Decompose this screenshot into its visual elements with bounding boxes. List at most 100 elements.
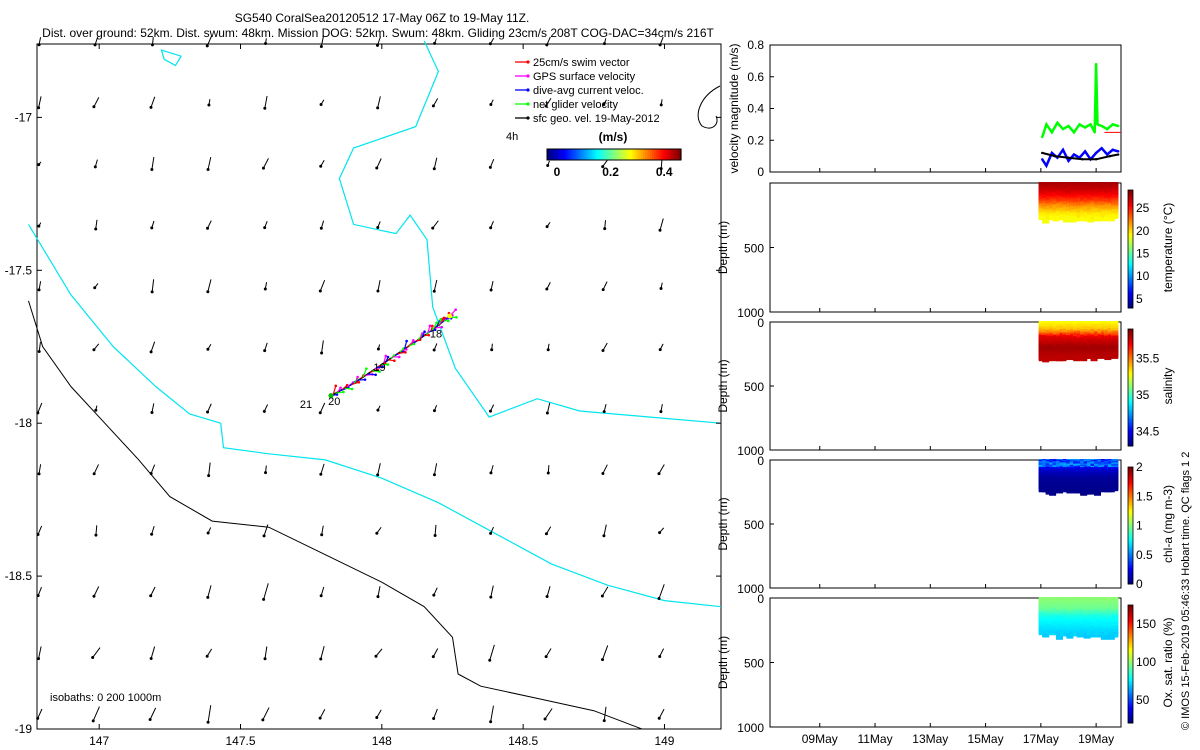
colorbar-segment: [616, 149, 620, 160]
sfc-vel-arrow: [320, 586, 325, 596]
salinity-colorbar-segment: [1128, 357, 1133, 360]
sfc-vel-arrowhead: [264, 471, 268, 475]
sfc-vel-arrowhead: [149, 657, 153, 661]
colorbar-segment: [560, 149, 564, 160]
salinity-colorbar-segment: [1128, 343, 1133, 346]
sfc-vel-arrowhead: [659, 286, 663, 290]
velocity-point: [1045, 123, 1048, 126]
track-vector-head: [435, 321, 438, 325]
salinity-sample: [1045, 356, 1053, 362]
sfc-vel-arrowhead: [601, 288, 605, 292]
velocity-point: [1045, 164, 1048, 167]
colorbar-segment: [674, 149, 678, 160]
sfc-vel-arrowhead: [544, 104, 548, 108]
velocity-point: [1105, 127, 1109, 131]
sfc-vel-arrow: [377, 463, 381, 475]
oxygen-colorbar-segment: [1128, 609, 1133, 613]
coast-fragment: [697, 85, 721, 129]
velocity-point: [1117, 124, 1120, 128]
sfc-vel-arrow: [37, 708, 43, 719]
day-label-20: 20: [328, 396, 340, 408]
oxygen-colorbar-segment: [1128, 638, 1133, 641]
salinity-colorbar-segment: [1128, 394, 1133, 398]
chla-panel: 0 500 1000 Depth (m) 0 0.5 1 1.5 2 chl-a (mg m-3): [716, 454, 1175, 596]
chla-colorbar-segment: [1128, 476, 1133, 480]
colorbar-segment: [636, 149, 640, 160]
salinity-sample: [1090, 356, 1098, 362]
sfc-vel-arrow: [207, 403, 212, 413]
oxygen-ylabel: Depth (m): [716, 636, 730, 689]
sfc-vel-arrowhead: [375, 166, 379, 170]
velocity-ylabel: velocity magnitude (m/s): [727, 43, 741, 173]
salinity-colorbar-segment: [1128, 429, 1133, 433]
temperature-colorbar-segment: [1128, 246, 1133, 250]
salinity-colorbar-segment: [1128, 371, 1133, 374]
colorbar-segment: [562, 149, 566, 160]
temperature-colorbar-segment: [1128, 265, 1133, 269]
sfc-vel-arrow: [150, 646, 156, 659]
temperature-colorbar-segment: [1128, 192, 1133, 196]
salinity-colorbar-segment: [1128, 399, 1133, 403]
salinity-colorbar-segment: [1128, 427, 1133, 431]
chla-colorbar-segment: [1128, 541, 1133, 545]
sfc-vel-arrow: [603, 706, 607, 721]
track-map: 18 19 20 21 147 147.5 148 148.5 149 -17 -17.5 -18 -…: [5, 35, 722, 748]
sfc-vel-arrowhead: [264, 41, 268, 45]
salinity-colorbar-tick: 35: [1136, 388, 1150, 402]
salinity-colorbar-segment: [1128, 441, 1133, 445]
sfc-vel-arrowhead: [545, 411, 549, 415]
colorbar-tick-label: 0: [554, 165, 561, 179]
sfc-vel-arrowhead: [263, 106, 267, 110]
legend-entry: 25cm/s swim vector: [533, 57, 630, 69]
salinity-colorbar-segment: [1128, 338, 1133, 342]
colorbar-frame: [546, 148, 682, 161]
salinity-colorbar-segment: [1128, 417, 1133, 421]
sfc-vel-arrow: [151, 156, 155, 170]
sfc-vel-arrow: [433, 708, 438, 719]
temperature-colorbar-segment: [1128, 298, 1133, 302]
chla-colorbar-segment: [1128, 532, 1133, 536]
track-vector-head: [384, 354, 388, 358]
track-vector: [367, 373, 376, 376]
sfc-vel-arrow: [150, 96, 156, 108]
salinity-colorbar-segment: [1128, 368, 1133, 372]
chla-colorbar-tick: 2: [1136, 460, 1143, 474]
sfc-vel-arrow: [207, 705, 212, 723]
sfc-vel-arrowhead: [206, 167, 210, 171]
velocity-point: [1108, 154, 1112, 158]
sfc-vel-arrowhead: [376, 106, 380, 110]
salinity-colorbar-segment: [1128, 340, 1133, 344]
salinity-sample: [1080, 356, 1088, 362]
oxygen-colorbar-segment: [1128, 692, 1133, 696]
colorbar-segment: [587, 149, 591, 160]
chla-colorbar-segment: [1128, 492, 1133, 496]
chla-colorbar-tick: 0: [1136, 577, 1143, 591]
sfc-vel-arrow: [151, 403, 155, 413]
colorbar-segment: [651, 149, 655, 160]
temperature-colorbar-tick: 10: [1136, 269, 1150, 283]
velocity-point: [1053, 154, 1056, 158]
oxygen-colorbar-label: Ox. sat. ratio (%): [1161, 617, 1175, 707]
temperature-panel: 500 1000 Depth (m) 5 10 15 20 25 temperature (°C…: [716, 182, 1175, 320]
chla-colorbar-segment: [1128, 551, 1133, 555]
chla-sample: [1056, 488, 1064, 494]
sfc-vel-arrowhead: [603, 227, 607, 231]
velocity-ytick-label: 0.6: [747, 70, 764, 84]
colorbar-segment: [647, 149, 651, 160]
salinity-colorbar-segment: [1128, 364, 1133, 367]
oxygen-ytick-label: 1000: [737, 721, 764, 735]
colorbar-segment: [571, 149, 575, 160]
sfc-vel-arrow: [377, 586, 381, 597]
salinity-colorbar-tick: 34.5: [1136, 424, 1160, 438]
velocity-ytick-label: 0.8: [747, 38, 764, 52]
temperature-sample: [1111, 214, 1119, 220]
temperature-colorbar-segment: [1128, 227, 1133, 231]
oxygen-colorbar-segment: [1128, 645, 1133, 648]
sfc-vel-arrowhead: [545, 287, 549, 291]
oxygen-colorbar-segment: [1128, 621, 1133, 625]
temperature-colorbar-segment: [1128, 267, 1133, 271]
sfc-vel-arrowhead: [658, 228, 662, 232]
oxygen-colorbar-segment: [1128, 623, 1133, 627]
sfc-vel-arrow: [208, 462, 211, 476]
map-ytick-label: -18: [15, 416, 33, 430]
